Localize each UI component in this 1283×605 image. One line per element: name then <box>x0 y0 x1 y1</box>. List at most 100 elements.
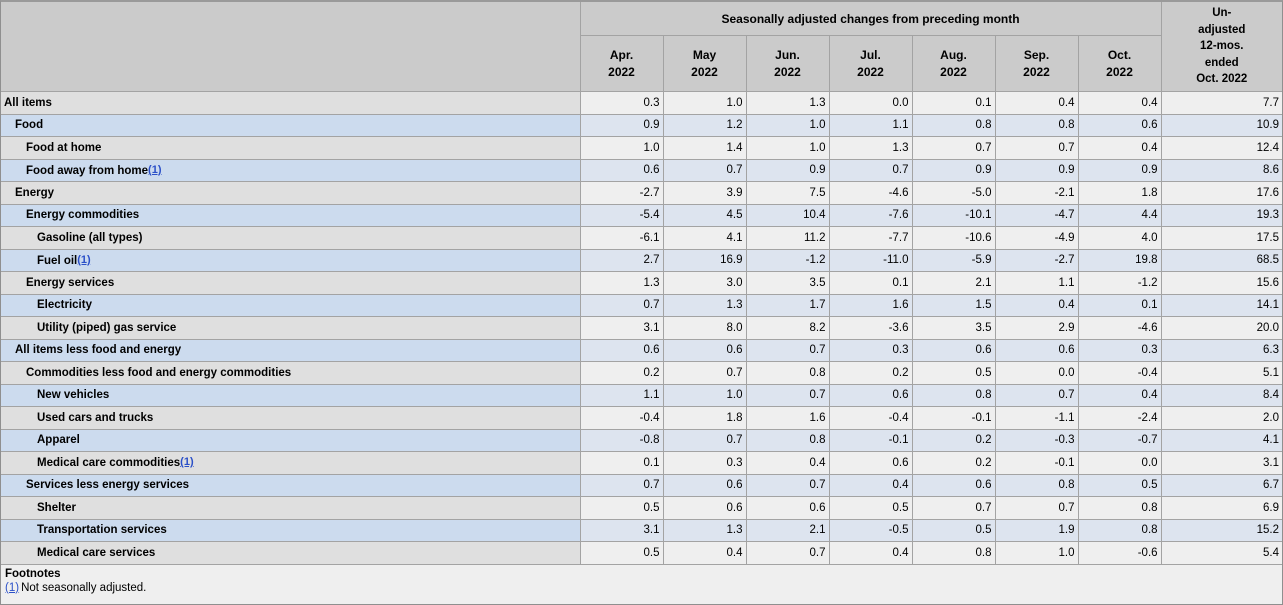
value-cell: -0.5 <box>828 518 913 542</box>
value-cell: 0.7 <box>994 496 1079 520</box>
value-cell: 3.5 <box>911 316 996 340</box>
value-cell: 0.4 <box>828 541 913 565</box>
value-cell: -0.1 <box>911 406 996 430</box>
table-row: Food away from home(1) 0.6 0.7 0.9 0.7 0… <box>1 158 1282 182</box>
row-label-text: Fuel oil <box>37 254 78 267</box>
value-cell-unadjusted: 15.2 <box>1160 518 1282 542</box>
value-cell: 0.1 <box>1077 293 1162 317</box>
value-cell: 0.8 <box>745 361 830 385</box>
value-cell: 1.3 <box>579 271 664 295</box>
value-cell: 0.7 <box>911 496 996 520</box>
row-label-text: Apparel <box>37 434 80 447</box>
value-cell: 0.5 <box>579 541 664 565</box>
month-header-apr: Apr. 2022 <box>580 35 664 92</box>
row-label-text: Transportation services <box>37 524 167 537</box>
value-cell: 0.1 <box>911 91 996 115</box>
value-cell: 0.6 <box>911 338 996 362</box>
value-cell-unadjusted: 6.9 <box>1160 496 1282 520</box>
value-cell-unadjusted: 12.4 <box>1160 136 1282 160</box>
table-row: All items 0.3 1.0 1.3 0.0 0.1 0.4 0.4 7.… <box>1 91 1282 115</box>
table-row: Medical care services 0.5 0.4 0.7 0.4 0.… <box>1 541 1282 565</box>
value-cell: 1.5 <box>911 293 996 317</box>
value-cell: -0.6 <box>1077 541 1162 565</box>
value-cell: 1.0 <box>994 541 1079 565</box>
footnote-ref-link[interactable]: (1) <box>148 163 162 176</box>
value-cell: 1.1 <box>828 113 913 137</box>
row-label-text: Utility (piped) gas service <box>37 321 177 334</box>
value-cell: -0.8 <box>579 428 664 452</box>
value-cell: 0.2 <box>911 451 996 475</box>
row-label-text: Medical care services <box>37 546 156 559</box>
month-header-jul: Jul. 2022 <box>828 35 913 92</box>
value-cell-unadjusted: 4.1 <box>1160 428 1282 452</box>
row-label-cell: Transportation services <box>1 518 581 542</box>
value-cell: -11.0 <box>828 248 913 272</box>
row-label-text: Services less energy services <box>26 479 190 492</box>
row-label-text: Food <box>15 119 44 132</box>
value-cell: -10.6 <box>911 226 996 250</box>
value-cell-unadjusted: 14.1 <box>1160 293 1282 317</box>
value-cell: -3.6 <box>828 316 913 340</box>
footnote-marker-link[interactable]: (1) <box>5 581 20 594</box>
value-cell: -5.0 <box>911 181 996 205</box>
value-cell-unadjusted: 20.0 <box>1160 316 1282 340</box>
row-label-cell: New vehicles <box>1 383 581 407</box>
value-cell: 1.3 <box>745 91 830 115</box>
table-row: New vehicles 1.1 1.0 0.7 0.6 0.8 0.7 0.4… <box>1 383 1282 407</box>
value-cell-unadjusted: 7.7 <box>1160 91 1282 115</box>
value-cell: 0.5 <box>828 496 913 520</box>
value-cell: 0.0 <box>1077 451 1162 475</box>
value-cell: 0.7 <box>662 361 747 385</box>
cpi-table: Seasonally adjusted changes from precedi… <box>1 2 1282 565</box>
row-label-cell: Shelter <box>1 496 581 520</box>
value-cell: -1.2 <box>745 248 830 272</box>
value-cell: 0.7 <box>745 473 830 497</box>
row-label-text: Energy commodities <box>26 209 140 222</box>
row-label-text: Food at home <box>26 141 102 154</box>
seasonally-adjusted-header: Seasonally adjusted changes from precedi… <box>579 2 1162 36</box>
row-label-cell: All items less food and energy <box>1 338 581 362</box>
value-cell: -10.1 <box>911 203 996 227</box>
value-cell: -4.6 <box>828 181 913 205</box>
value-cell: 3.5 <box>745 271 830 295</box>
unadjusted-header-line: Un- <box>1212 7 1232 20</box>
value-cell: -4.9 <box>994 226 1079 250</box>
value-cell: 0.6 <box>994 338 1079 362</box>
value-cell: 0.3 <box>1077 338 1162 362</box>
value-cell: 0.8 <box>911 383 996 407</box>
row-label-text: New vehicles <box>37 389 110 402</box>
footnotes-section: Footnotes (1) Not seasonally adjusted. <box>1 564 1282 604</box>
row-label-text: Used cars and trucks <box>37 411 154 424</box>
value-cell: 0.8 <box>911 541 996 565</box>
footnote-ref-link[interactable]: (1) <box>77 253 91 266</box>
value-cell: 0.8 <box>911 113 996 137</box>
row-label-cell: Fuel oil(1) <box>1 248 581 272</box>
footnote-ref-link[interactable]: (1) <box>180 456 194 469</box>
value-cell: 0.8 <box>745 428 830 452</box>
value-cell: -4.6 <box>1077 316 1162 340</box>
unadjusted-header-line: adjusted <box>1198 23 1246 36</box>
value-cell: 1.2 <box>662 113 747 137</box>
value-cell: 0.7 <box>745 383 830 407</box>
table-row: Gasoline (all types) -6.1 4.1 11.2 -7.7 … <box>1 226 1282 250</box>
row-label-cell: Gasoline (all types) <box>1 226 581 250</box>
row-label-cell: Medical care services <box>1 541 581 565</box>
value-cell: 0.2 <box>579 361 664 385</box>
value-cell-unadjusted: 3.1 <box>1160 451 1282 475</box>
footnote-item: (1) Not seasonally adjusted. <box>5 582 1278 594</box>
value-cell: 3.1 <box>579 316 664 340</box>
value-cell: 0.1 <box>579 451 664 475</box>
row-label-cell: Apparel <box>1 428 581 452</box>
row-label-cell: Food at home <box>1 136 581 160</box>
value-cell-unadjusted: 5.1 <box>1160 361 1282 385</box>
stub-header-cell <box>1 2 581 92</box>
value-cell: 0.6 <box>662 338 747 362</box>
month-header-sep: Sep. 2022 <box>994 35 1079 92</box>
value-cell: 1.3 <box>828 136 913 160</box>
value-cell: 2.1 <box>745 518 830 542</box>
value-cell: 0.4 <box>1077 136 1162 160</box>
table-row: Transportation services 3.1 1.3 2.1 -0.5… <box>1 518 1282 542</box>
value-cell: 0.7 <box>911 136 996 160</box>
table-row: Medical care commodities(1) 0.1 0.3 0.4 … <box>1 451 1282 475</box>
table-row: Energy -2.7 3.9 7.5 -4.6 -5.0 -2.1 1.8 1… <box>1 181 1282 205</box>
